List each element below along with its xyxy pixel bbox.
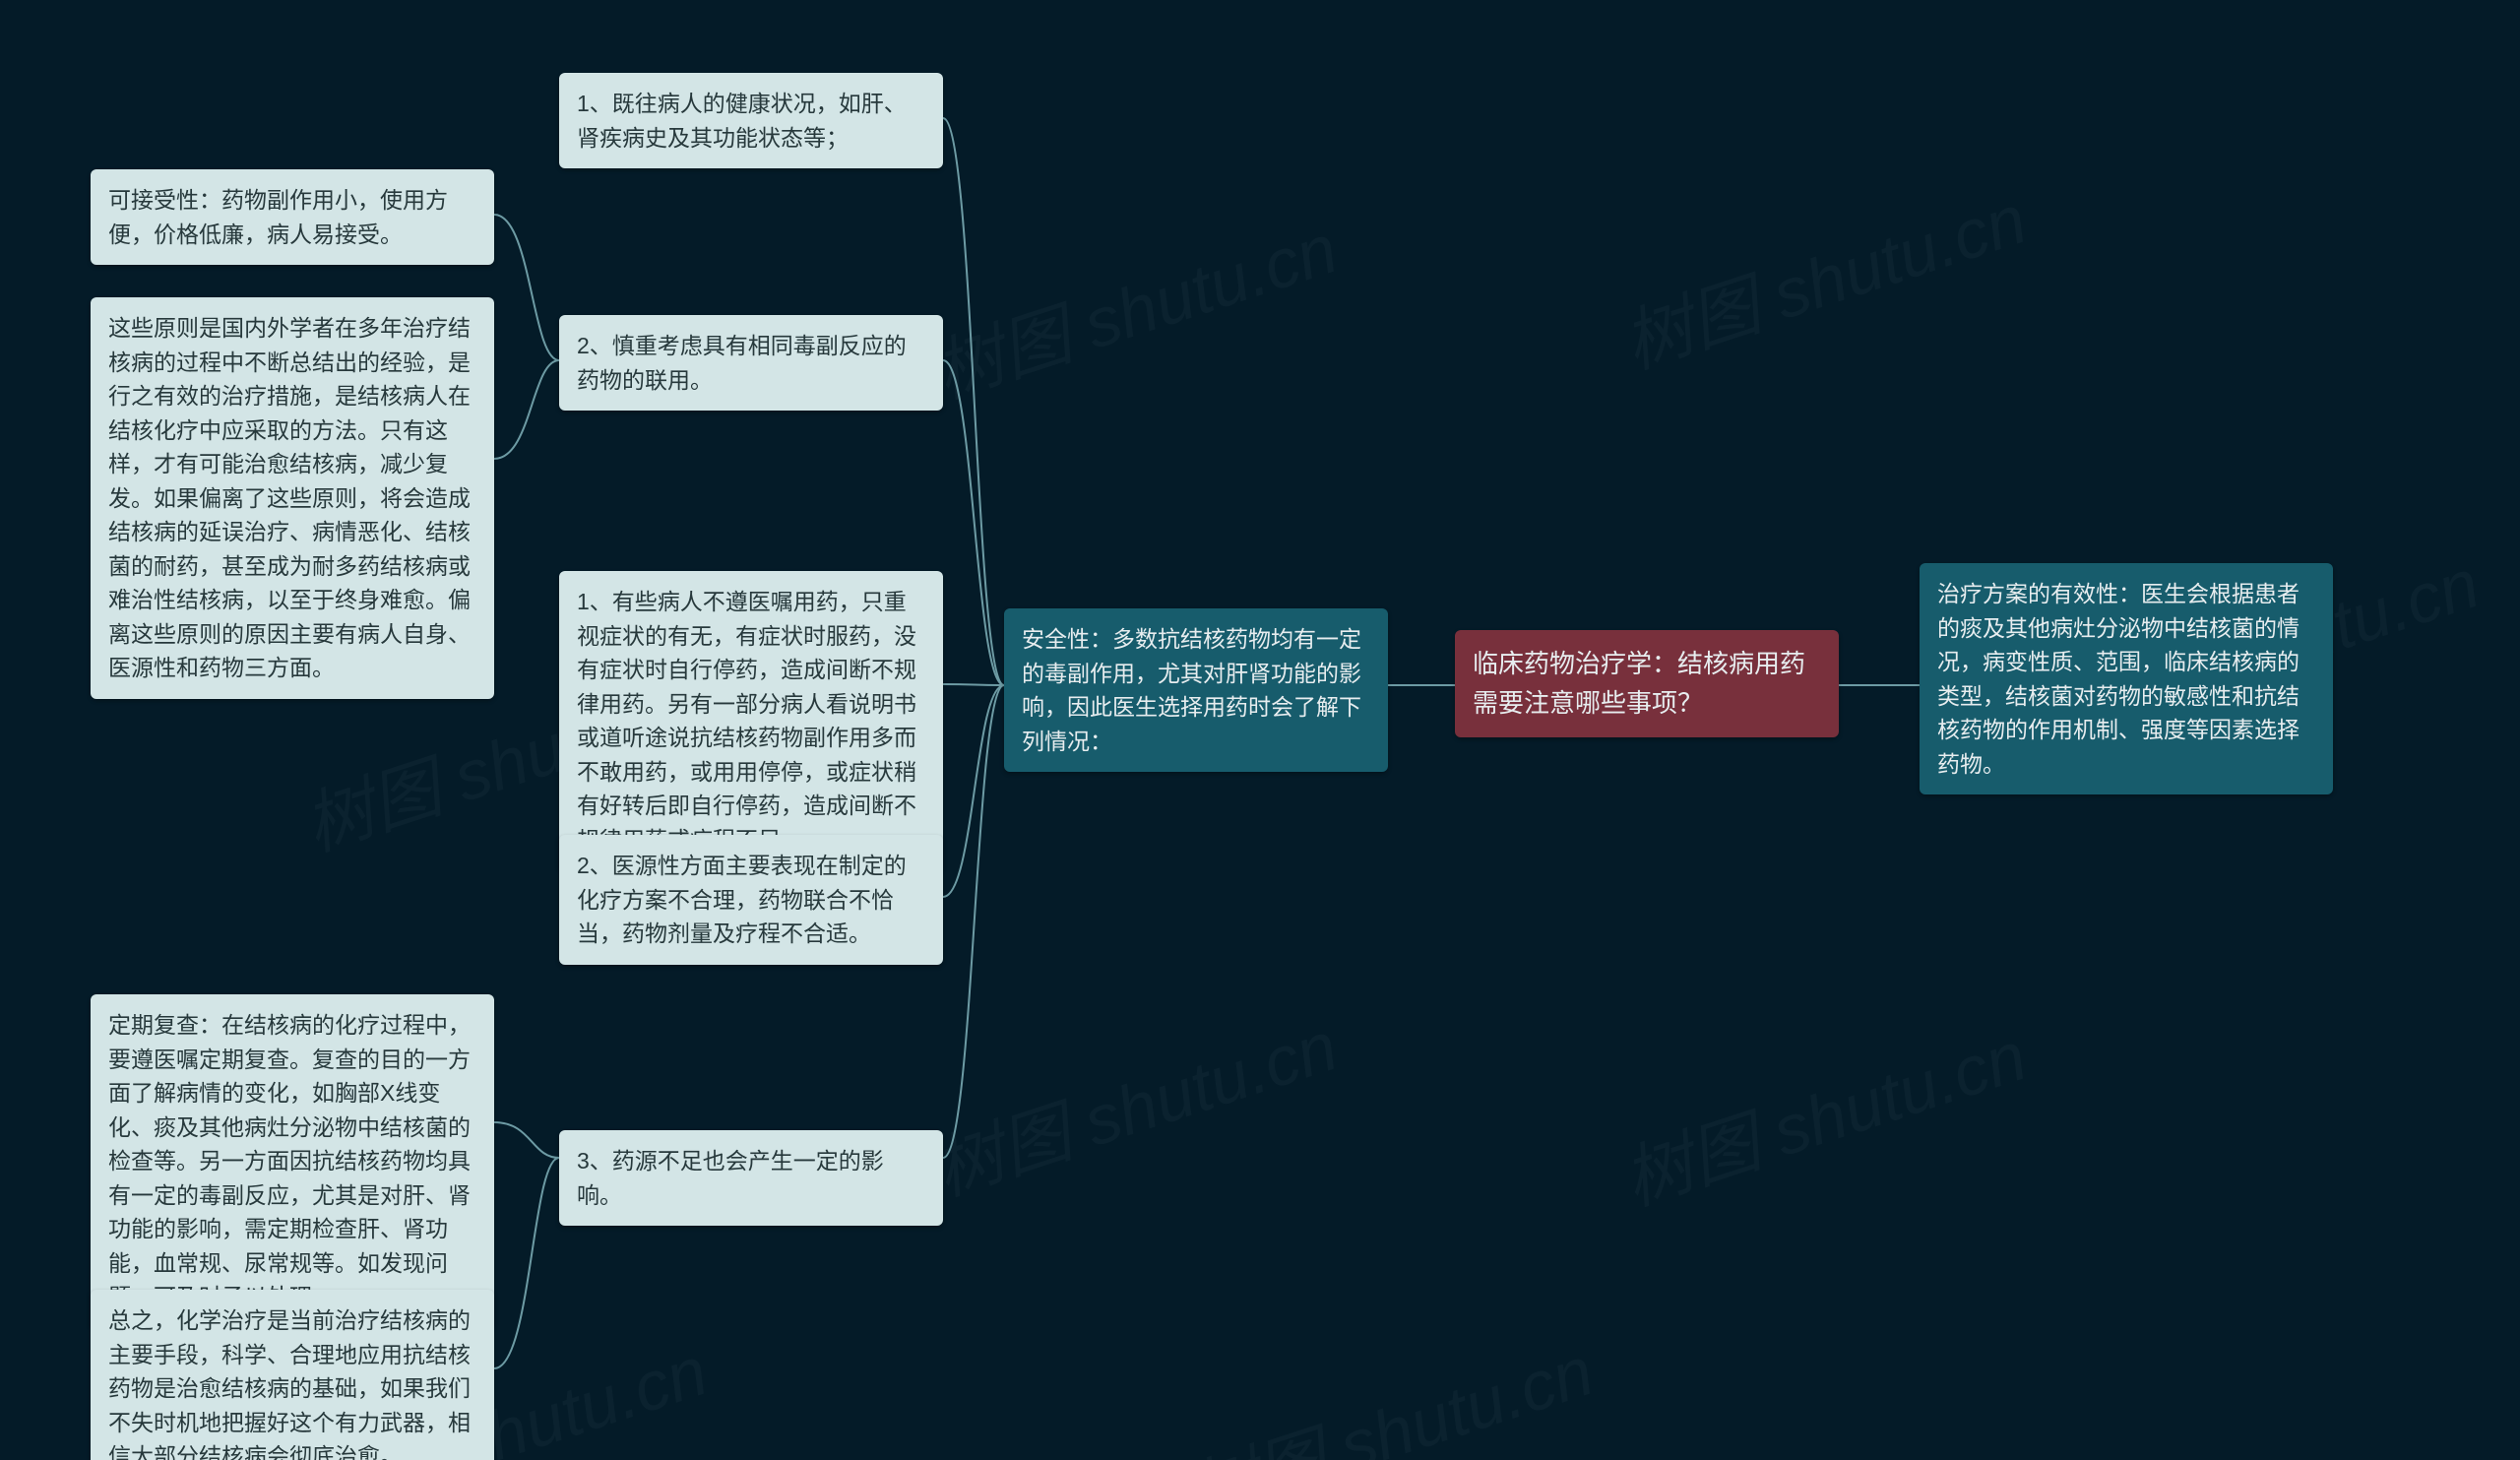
link (494, 215, 559, 360)
link (494, 360, 559, 459)
node-principles[interactable]: 这些原则是国内外学者在多年治疗结核病的过程中不断总结出的经验，是行之有效的治疗措… (91, 297, 494, 699)
node-summary[interactable]: 总之，化学治疗是当前治疗结核病的主要手段，科学、合理地应用抗结核药物是治愈结核病… (91, 1290, 494, 1460)
link (943, 684, 1004, 685)
link (943, 685, 1004, 1158)
node-safety[interactable]: 安全性：多数抗结核药物均有一定的毒副作用，尤其对肝肾功能的影响，因此医生选择用药… (1004, 608, 1388, 772)
mindmap-canvas: 树图 shutu.cn 树图 shutu.cn 树图 shutu.cn 树图 s… (0, 0, 2520, 1460)
link (494, 1158, 559, 1368)
link (943, 360, 1004, 685)
watermark: 树图 shutu.cn (920, 194, 1349, 417)
node-effectiveness[interactable]: 治疗方案的有效性：医生会根据患者的痰及其他病灶分泌物中结核菌的情况，病变性质、范… (1920, 563, 2333, 794)
link (494, 1122, 559, 1158)
node-safety-2[interactable]: 2、慎重考虑具有相同毒副反应的药物的联用。 (559, 315, 943, 411)
link (943, 118, 1004, 685)
watermark: 树图 shutu.cn (1609, 164, 2038, 388)
link (943, 685, 1004, 897)
root-node[interactable]: 临床药物治疗学：结核病用药需要注意哪些事项？ (1455, 630, 1839, 737)
node-safety-3[interactable]: 1、有些病人不遵医嘱用药，只重视症状的有无，有症状时服药，没有症状时自行停药，造… (559, 571, 943, 870)
node-safety-1[interactable]: 1、既往病人的健康状况，如肝、肾疾病史及其功能状态等； (559, 73, 943, 168)
watermark: 树图 shutu.cn (1609, 1001, 2038, 1225)
watermark: 树图 shutu.cn (920, 991, 1349, 1215)
node-safety-4[interactable]: 2、医源性方面主要表现在制定的化疗方案不合理，药物联合不恰当，药物剂量及疗程不合… (559, 835, 943, 965)
node-acceptability[interactable]: 可接受性：药物副作用小，使用方便，价格低廉，病人易接受。 (91, 169, 494, 265)
node-safety-5[interactable]: 3、药源不足也会产生一定的影响。 (559, 1130, 943, 1226)
watermark: 树图 shutu.cn (1176, 1316, 1605, 1460)
node-regular-review[interactable]: 定期复查：在结核病的化疗过程中，要遵医嘱定期复查。复查的目的一方面了解病情的变化… (91, 994, 494, 1328)
